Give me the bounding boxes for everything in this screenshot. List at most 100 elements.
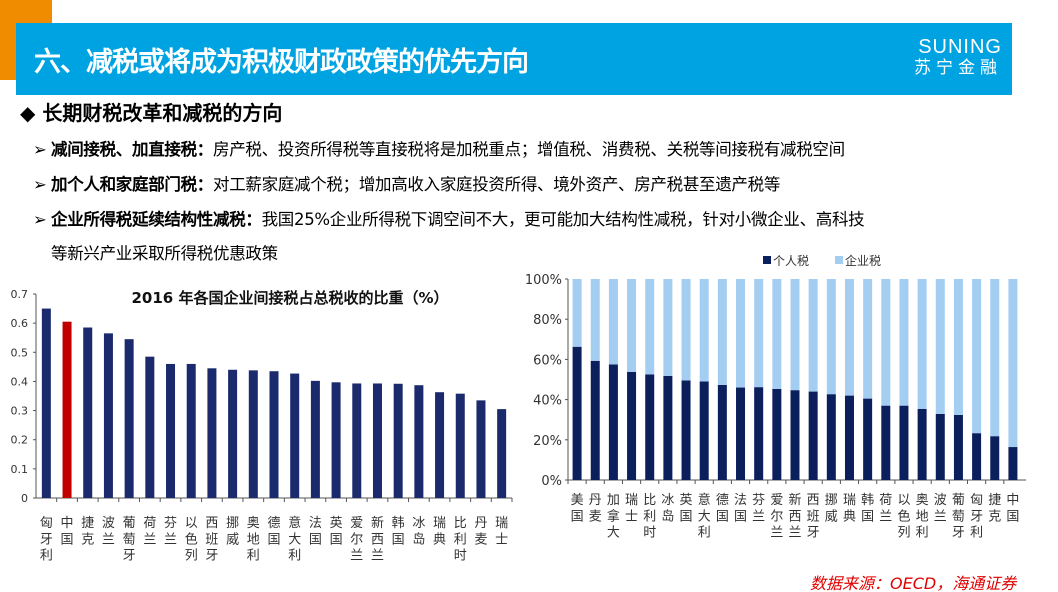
bullet-item: ➢ 减间接税、加直接税：房产税、投资所得税等直接税将是加税重点；增值税、消费税、关… bbox=[33, 136, 845, 160]
category-label: 西班牙 bbox=[807, 493, 820, 541]
y-tick-label: 40% bbox=[533, 394, 562, 409]
category-label: 奥地利 bbox=[247, 516, 260, 564]
bar-segment bbox=[826, 394, 836, 480]
logo-cn: 苏宁金融 bbox=[914, 58, 1002, 78]
bar-segment bbox=[645, 374, 655, 480]
bar-segment bbox=[972, 279, 982, 434]
category-label: 英国 bbox=[330, 516, 343, 547]
bar bbox=[41, 308, 51, 498]
y-tick-label: 0.2 bbox=[11, 434, 29, 447]
bar-segment bbox=[844, 279, 854, 396]
bullet-item: ➢ 企业所得税延续结构性减税：我国25%企业所得税下调空间不大，更可能加大结构性减… bbox=[33, 206, 865, 230]
category-label: 瑞士 bbox=[625, 493, 638, 524]
y-tick-label: 0.6 bbox=[11, 317, 29, 330]
category-label: 法国 bbox=[734, 493, 747, 524]
y-tick-label: 0.3 bbox=[11, 405, 29, 418]
category-label: 爱尔兰 bbox=[350, 516, 363, 564]
category-label: 以色列 bbox=[185, 516, 198, 564]
bar-segment bbox=[663, 279, 673, 376]
category-label: 英国 bbox=[680, 493, 693, 524]
category-label: 芬兰 bbox=[164, 516, 177, 547]
category-label: 以色列 bbox=[897, 493, 910, 541]
bar-segment bbox=[790, 279, 800, 391]
category-label: 新西兰 bbox=[788, 492, 801, 541]
section-heading: ◆ 长期财税改革和减税的方向 bbox=[20, 97, 282, 126]
category-label: 荷兰 bbox=[879, 493, 892, 524]
bullet-text: 我国25%企业所得税下调空间不大，更可能加大结构性减税，针对小微企业、高科技 bbox=[261, 210, 865, 229]
bar bbox=[331, 382, 341, 498]
bar-segment bbox=[808, 279, 818, 392]
y-tick-label: 0 bbox=[21, 492, 28, 505]
bar-segment bbox=[590, 279, 600, 361]
category-label: 丹麦 bbox=[589, 493, 602, 524]
bar bbox=[290, 373, 300, 498]
category-label: 瑞士 bbox=[495, 516, 508, 547]
category-label: 瑞典 bbox=[843, 493, 856, 524]
bar-segment bbox=[953, 414, 963, 480]
category-label: 中国 bbox=[1006, 493, 1019, 524]
category-label: 荷兰 bbox=[143, 516, 156, 547]
bar-segment bbox=[754, 279, 764, 388]
bar bbox=[435, 392, 445, 498]
bullet-bold: 企业所得税延续结构性减税： bbox=[51, 210, 262, 229]
category-label: 奥地利 bbox=[916, 493, 929, 541]
arrow-bullet-icon: ➢ bbox=[33, 210, 47, 229]
bar bbox=[83, 327, 93, 498]
y-tick-label: 80% bbox=[533, 313, 562, 328]
bar-segment bbox=[681, 380, 691, 480]
bullet-text: 房产税、投资所得税等直接税将是加税重点；增值税、消费税、关税等间接税有减税空间 bbox=[213, 140, 845, 159]
category-label: 意大利 bbox=[288, 515, 301, 564]
bar-segment bbox=[627, 371, 637, 480]
bar-segment bbox=[863, 279, 873, 399]
category-label: 新西兰 bbox=[371, 515, 384, 564]
bar-segment bbox=[953, 279, 963, 415]
bar bbox=[269, 371, 279, 498]
category-label: 韩国 bbox=[861, 493, 874, 524]
bar bbox=[414, 385, 424, 498]
bar-segment bbox=[717, 279, 727, 385]
y-tick-label: 0.1 bbox=[11, 463, 29, 476]
bar-segment bbox=[608, 364, 618, 480]
bar-segment bbox=[972, 433, 982, 480]
category-label: 德国 bbox=[716, 493, 729, 524]
category-label: 葡萄牙 bbox=[123, 516, 136, 564]
legend-swatch bbox=[835, 256, 843, 264]
bullet-item: ➢ 加个人和家庭部门税：对工薪家庭减个税；增加高收入家庭投资所得、境外资产、房产税… bbox=[33, 171, 780, 195]
bar bbox=[248, 370, 258, 498]
bar-segment bbox=[699, 381, 709, 480]
logo-en: SUNING bbox=[918, 36, 1002, 58]
bullet-bold: 加个人和家庭部门税： bbox=[51, 175, 214, 194]
category-label: 法国 bbox=[309, 516, 322, 547]
category-label: 爱尔兰 bbox=[770, 493, 783, 541]
bar-segment bbox=[772, 279, 782, 389]
slide-title: 六、减税或将成为积极财政政策的优先方向 bbox=[34, 47, 529, 78]
legend-label: 个人税 bbox=[773, 254, 809, 268]
y-tick-label: 60% bbox=[533, 353, 562, 368]
category-label: 冰岛 bbox=[412, 516, 425, 547]
category-label: 比利时 bbox=[454, 516, 467, 564]
bar-segment bbox=[808, 391, 818, 480]
data-source: 数据来源：OECD，海通证券 bbox=[810, 574, 1017, 592]
bar-segment bbox=[736, 279, 746, 388]
bar-segment bbox=[917, 408, 927, 480]
y-tick-label: 0.4 bbox=[11, 375, 29, 388]
category-label: 比利时 bbox=[643, 493, 656, 541]
legend-swatch bbox=[763, 256, 771, 264]
category-label: 捷克 bbox=[81, 516, 94, 547]
bullet-continuation: 等新兴产业采取所得税优惠政策 bbox=[51, 244, 278, 263]
bar-segment bbox=[627, 279, 637, 372]
category-label: 加拿大 bbox=[607, 493, 620, 541]
bar-segment bbox=[899, 405, 909, 480]
bar-segment bbox=[572, 346, 582, 480]
y-tick-label: 20% bbox=[533, 434, 562, 449]
bullet-bold: 减间接税、加直接税： bbox=[51, 140, 214, 159]
bar bbox=[228, 369, 238, 498]
bar-segment bbox=[917, 279, 927, 409]
y-tick-label: 100% bbox=[525, 273, 562, 288]
header-bar: 六、减税或将成为积极财政政策的优先方向 SUNING 苏宁金融 bbox=[16, 23, 1012, 95]
bar-segment bbox=[899, 279, 909, 406]
arrow-bullet-icon: ➢ bbox=[33, 175, 47, 194]
